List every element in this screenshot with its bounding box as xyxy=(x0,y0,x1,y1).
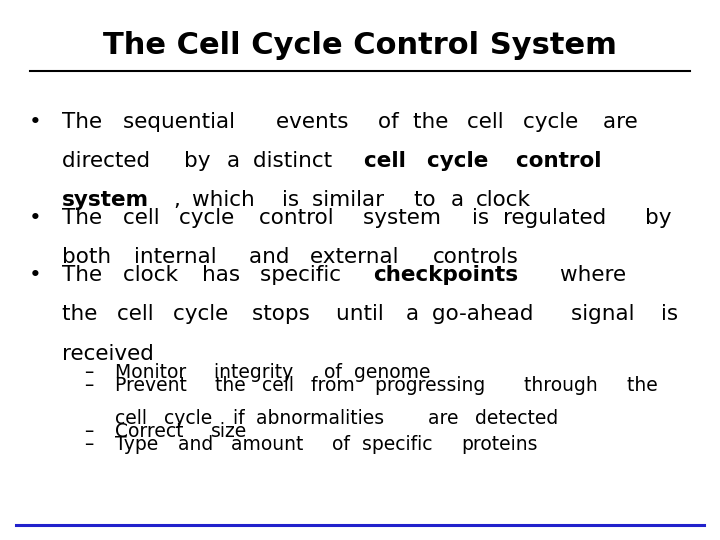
Text: of: of xyxy=(332,435,356,454)
Text: a: a xyxy=(228,151,248,171)
Text: –: – xyxy=(84,363,93,382)
Text: control: control xyxy=(516,151,608,171)
Text: external: external xyxy=(310,247,405,267)
Text: through: through xyxy=(524,376,604,395)
Text: Monitor: Monitor xyxy=(114,363,192,382)
Text: of: of xyxy=(377,112,405,132)
Text: Prevent: Prevent xyxy=(114,376,192,395)
Text: •: • xyxy=(29,208,41,228)
Text: signal: signal xyxy=(571,305,642,325)
Text: detected: detected xyxy=(475,409,559,428)
Text: cycle: cycle xyxy=(173,305,235,325)
Text: Type: Type xyxy=(114,435,164,454)
Text: The: The xyxy=(63,208,109,228)
Text: and: and xyxy=(249,247,297,267)
Text: specific: specific xyxy=(260,265,348,285)
Text: cycle: cycle xyxy=(523,112,585,132)
Text: of: of xyxy=(323,363,348,382)
Text: cycle: cycle xyxy=(163,409,218,428)
Text: specific: specific xyxy=(362,435,439,454)
Text: is: is xyxy=(472,208,496,228)
Text: system: system xyxy=(364,208,448,228)
Text: The Cell Cycle Control System: The Cell Cycle Control System xyxy=(103,31,617,60)
Text: regulated: regulated xyxy=(503,208,613,228)
Text: by: by xyxy=(645,208,678,228)
Text: The: The xyxy=(63,112,109,132)
Text: are: are xyxy=(428,409,465,428)
Text: events: events xyxy=(276,112,355,132)
Text: checkpoints: checkpoints xyxy=(373,265,518,285)
Text: cell: cell xyxy=(262,376,300,395)
Text: •: • xyxy=(29,265,41,285)
Text: if: if xyxy=(233,409,251,428)
Text: amount: amount xyxy=(231,435,310,454)
Text: ,: , xyxy=(174,190,188,210)
Text: is: is xyxy=(282,190,305,210)
Text: clock: clock xyxy=(476,190,531,210)
Text: the: the xyxy=(63,305,104,325)
Text: stops: stops xyxy=(253,305,318,325)
Text: directed: directed xyxy=(63,151,158,171)
Text: until: until xyxy=(336,305,390,325)
Text: the: the xyxy=(413,112,455,132)
Text: cell: cell xyxy=(364,151,413,171)
Text: is: is xyxy=(662,305,685,325)
Text: –: – xyxy=(84,422,93,441)
Text: integrity: integrity xyxy=(214,363,300,382)
Text: clock: clock xyxy=(123,265,184,285)
Text: cell: cell xyxy=(114,409,153,428)
Text: the: the xyxy=(215,376,251,395)
Text: which: which xyxy=(192,190,261,210)
Text: received: received xyxy=(63,343,154,363)
Text: –: – xyxy=(84,435,93,454)
Text: The: The xyxy=(63,265,109,285)
Text: go-ahead: go-ahead xyxy=(431,305,540,325)
Text: by: by xyxy=(184,151,218,171)
Text: from: from xyxy=(311,376,361,395)
Text: genome: genome xyxy=(354,363,431,382)
Text: a: a xyxy=(451,190,471,210)
Text: distinct: distinct xyxy=(253,151,339,171)
Text: size: size xyxy=(210,422,247,441)
Text: both: both xyxy=(63,247,118,267)
Text: to: to xyxy=(414,190,442,210)
Text: cycle: cycle xyxy=(427,151,496,171)
Text: system: system xyxy=(63,190,150,210)
Text: progressing: progressing xyxy=(375,376,491,395)
Text: cell: cell xyxy=(117,305,160,325)
Text: the: the xyxy=(626,376,664,395)
Text: are: are xyxy=(603,112,645,132)
Text: abnormalities: abnormalities xyxy=(256,409,390,428)
Text: internal: internal xyxy=(135,247,224,267)
Text: Correct: Correct xyxy=(114,422,189,441)
Text: cycle: cycle xyxy=(179,208,240,228)
Text: and: and xyxy=(178,435,220,454)
Text: controls: controls xyxy=(433,247,518,267)
Text: cell: cell xyxy=(467,112,511,132)
Text: sequential: sequential xyxy=(123,112,242,132)
Text: a: a xyxy=(406,305,426,325)
Text: proteins: proteins xyxy=(461,435,537,454)
Text: •: • xyxy=(29,112,41,132)
Text: cell: cell xyxy=(123,208,166,228)
Text: –: – xyxy=(84,376,93,395)
Text: where: where xyxy=(559,265,633,285)
Text: control: control xyxy=(258,208,340,228)
Text: has: has xyxy=(202,265,247,285)
Text: similar: similar xyxy=(312,190,392,210)
